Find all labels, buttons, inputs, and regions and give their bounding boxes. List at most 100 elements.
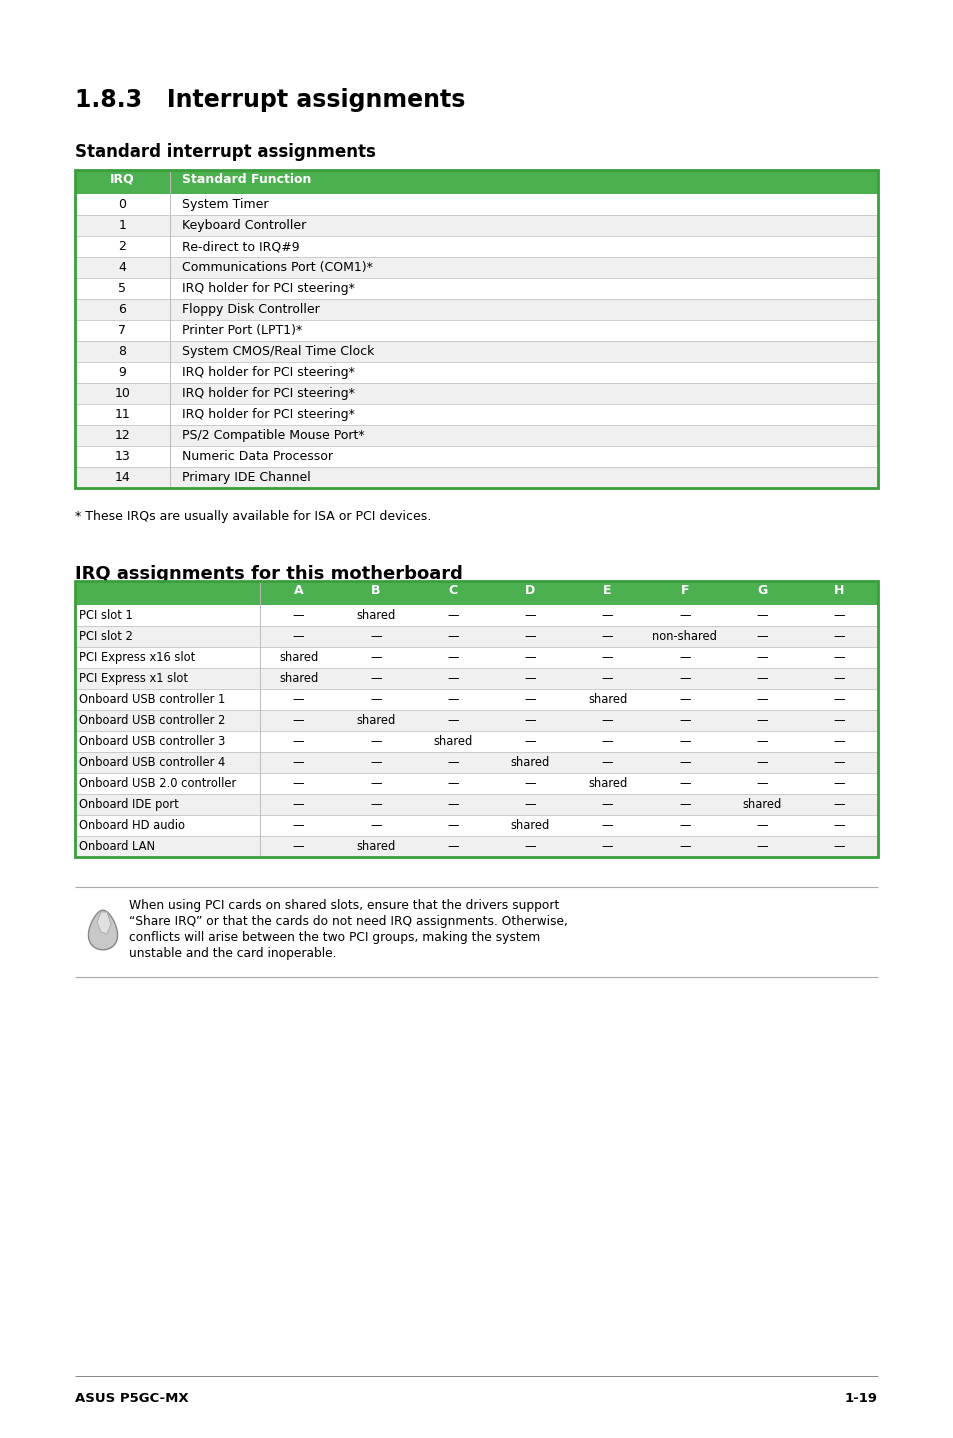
Text: IRQ assignments for this motherboard: IRQ assignments for this motherboard <box>75 565 462 582</box>
Text: G: G <box>757 584 766 597</box>
Text: 6: 6 <box>118 303 127 316</box>
Text: —: — <box>833 610 844 623</box>
Text: Onboard USB controller 3: Onboard USB controller 3 <box>79 735 225 748</box>
Text: shared: shared <box>510 820 550 833</box>
Text: —: — <box>370 798 381 811</box>
Text: 1: 1 <box>118 219 127 232</box>
Text: —: — <box>601 610 613 623</box>
Text: —: — <box>601 820 613 833</box>
Text: —: — <box>833 630 844 643</box>
Text: —: — <box>447 610 458 623</box>
Bar <box>75 581 877 605</box>
Bar <box>75 321 877 341</box>
Text: PCI slot 2: PCI slot 2 <box>79 630 132 643</box>
Text: 12: 12 <box>114 429 131 441</box>
Text: Floppy Disk Controller: Floppy Disk Controller <box>182 303 319 316</box>
Text: —: — <box>601 756 613 769</box>
Text: —: — <box>524 798 536 811</box>
Text: —: — <box>833 735 844 748</box>
Text: —: — <box>293 798 304 811</box>
Text: Onboard LAN: Onboard LAN <box>79 840 155 853</box>
Bar <box>75 194 877 216</box>
Bar <box>75 341 877 362</box>
Text: 1.8.3   Interrupt assignments: 1.8.3 Interrupt assignments <box>75 88 465 112</box>
Text: Onboard HD audio: Onboard HD audio <box>79 820 185 833</box>
Text: —: — <box>601 672 613 684</box>
Text: —: — <box>833 777 844 789</box>
Text: —: — <box>679 735 690 748</box>
Bar <box>75 835 877 857</box>
Text: —: — <box>679 798 690 811</box>
Text: —: — <box>601 630 613 643</box>
Bar <box>75 299 877 321</box>
Text: Keyboard Controller: Keyboard Controller <box>182 219 306 232</box>
Text: —: — <box>679 840 690 853</box>
Bar <box>75 647 877 669</box>
Text: 8: 8 <box>118 345 127 358</box>
Text: —: — <box>293 756 304 769</box>
Text: —: — <box>756 630 767 643</box>
Bar <box>75 170 877 487</box>
Text: —: — <box>679 651 690 664</box>
Bar <box>75 794 877 815</box>
Text: Onboard IDE port: Onboard IDE port <box>79 798 178 811</box>
Text: —: — <box>756 820 767 833</box>
Text: shared: shared <box>587 693 626 706</box>
Text: 0: 0 <box>118 198 127 211</box>
Text: —: — <box>370 651 381 664</box>
Text: 4: 4 <box>118 262 127 275</box>
Text: —: — <box>293 735 304 748</box>
Text: —: — <box>833 798 844 811</box>
Text: —: — <box>524 672 536 684</box>
Text: shared: shared <box>278 651 318 664</box>
Text: 7: 7 <box>118 324 127 336</box>
Text: —: — <box>833 693 844 706</box>
Text: —: — <box>447 756 458 769</box>
Text: —: — <box>833 651 844 664</box>
Text: 5: 5 <box>118 282 127 295</box>
Text: 10: 10 <box>114 387 131 400</box>
Bar <box>75 404 877 426</box>
Text: —: — <box>447 840 458 853</box>
Text: —: — <box>833 820 844 833</box>
Bar <box>75 216 877 236</box>
Text: Re-direct to IRQ#9: Re-direct to IRQ#9 <box>182 240 299 253</box>
Text: shared: shared <box>355 715 395 728</box>
Text: A: A <box>294 584 303 597</box>
Text: —: — <box>370 777 381 789</box>
Text: —: — <box>679 610 690 623</box>
Text: unstable and the card inoperable.: unstable and the card inoperable. <box>129 948 336 961</box>
Text: —: — <box>447 798 458 811</box>
Text: —: — <box>601 651 613 664</box>
Text: —: — <box>370 672 381 684</box>
Bar <box>75 774 877 794</box>
Text: —: — <box>447 715 458 728</box>
Text: System Timer: System Timer <box>182 198 268 211</box>
Text: —: — <box>447 820 458 833</box>
Text: —: — <box>833 756 844 769</box>
Text: —: — <box>524 630 536 643</box>
Text: IRQ holder for PCI steering*: IRQ holder for PCI steering* <box>182 408 355 421</box>
Text: —: — <box>370 693 381 706</box>
Text: —: — <box>756 693 767 706</box>
Text: —: — <box>679 715 690 728</box>
Text: PCI Express x1 slot: PCI Express x1 slot <box>79 672 188 684</box>
Text: —: — <box>293 693 304 706</box>
Text: —: — <box>756 756 767 769</box>
Text: ASUS P5GC-MX: ASUS P5GC-MX <box>75 1392 189 1405</box>
Text: Onboard USB controller 4: Onboard USB controller 4 <box>79 756 225 769</box>
Text: —: — <box>524 610 536 623</box>
Polygon shape <box>97 912 111 935</box>
Text: —: — <box>601 798 613 811</box>
Bar <box>75 605 877 626</box>
Text: —: — <box>756 651 767 664</box>
Text: —: — <box>524 693 536 706</box>
Text: —: — <box>447 651 458 664</box>
Text: —: — <box>524 840 536 853</box>
Text: —: — <box>293 610 304 623</box>
Text: —: — <box>756 672 767 684</box>
Text: —: — <box>756 777 767 789</box>
Text: —: — <box>756 840 767 853</box>
Text: Onboard USB controller 2: Onboard USB controller 2 <box>79 715 225 728</box>
Bar <box>75 426 877 446</box>
